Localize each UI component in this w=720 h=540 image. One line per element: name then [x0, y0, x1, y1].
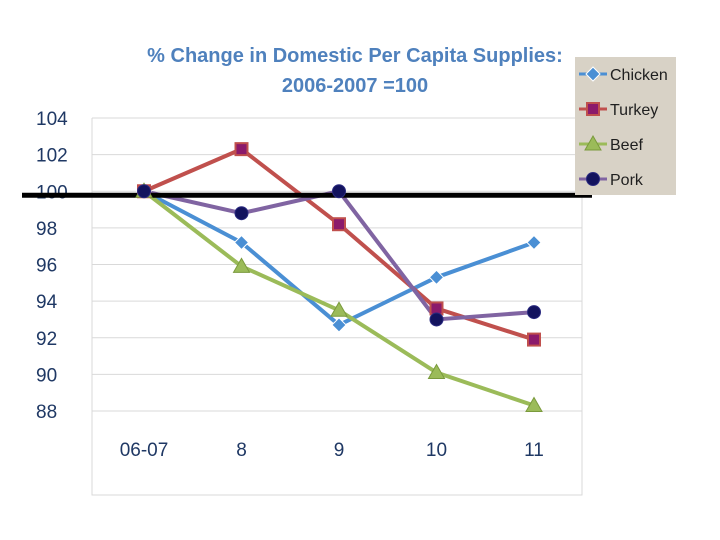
x-tick-label: 10: [426, 440, 447, 461]
data-point-pork: [234, 206, 249, 221]
data-point-pork: [429, 312, 444, 327]
legend-label-beef: Beef: [610, 137, 643, 154]
chart-title-line-1: % Change in Domestic Per Capita Supplies…: [147, 45, 563, 67]
y-tick-label: 102: [36, 146, 68, 167]
data-point-chicken: [331, 317, 347, 333]
legend-label-pork: Pork: [610, 172, 644, 189]
y-tick-label: 90: [36, 365, 57, 386]
y-tick-label: 88: [36, 402, 57, 423]
data-point-beef: [232, 257, 251, 273]
series-line-pork: [143, 189, 535, 322]
legend: Chicken Turkey Beef Pork: [575, 57, 676, 195]
data-point-pork: [527, 305, 541, 320]
x-tick-label: 8: [236, 440, 247, 461]
legend-label-turkey: Turkey: [610, 102, 658, 119]
y-tick-label: 98: [36, 219, 57, 240]
data-point-turkey: [527, 332, 541, 347]
x-tick-label: 11: [524, 440, 544, 461]
legend-marker-beef: [584, 134, 602, 151]
data-point-turkey: [234, 142, 249, 157]
y-tick-label: 92: [36, 329, 57, 350]
chart-title-line-2: 2006-2007 =100: [282, 75, 428, 97]
legend-label-chicken: Chicken: [610, 67, 668, 84]
data-point-beef: [427, 363, 446, 380]
data-point-turkey: [332, 217, 346, 232]
y-tick-label: 94: [36, 292, 58, 313]
data-point-chicken: [526, 234, 542, 251]
x-tick-label: 06-07: [120, 440, 169, 461]
x-axis-box: [91, 410, 583, 496]
legend-marker-turkey: [586, 102, 600, 116]
data-point-chicken: [428, 269, 445, 286]
y-tick-label: 96: [36, 256, 57, 277]
data-point-beef: [330, 301, 348, 317]
data-point-beef: [525, 396, 543, 413]
data-point-pork: [332, 184, 346, 199]
data-point-pork: [137, 184, 151, 199]
legend-marker-chicken: [585, 66, 601, 82]
x-tick-label: 9: [334, 440, 345, 461]
data-point-chicken: [233, 234, 250, 251]
legend-marker-pork: [586, 172, 600, 186]
y-tick-label: 104: [36, 109, 68, 130]
